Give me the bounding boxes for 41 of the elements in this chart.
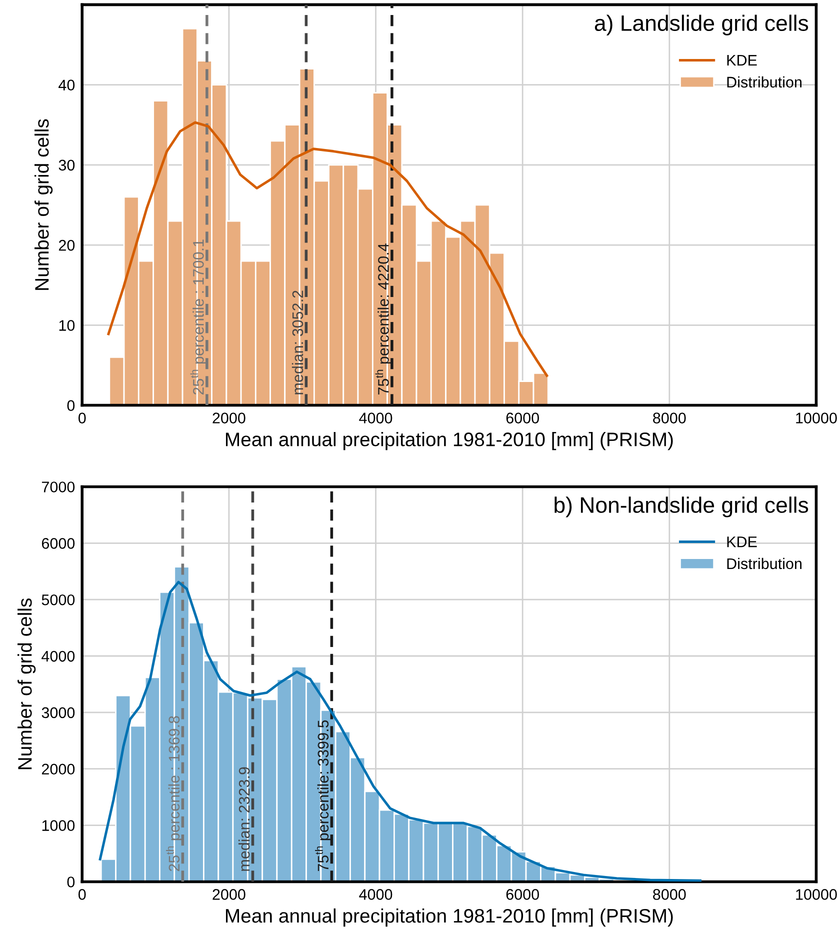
ref-line-label: median: 2323.9 (238, 767, 250, 871)
y-tick-label: 2000 (42, 764, 75, 775)
x-axis-title: Mean annual precipitation 1981-2010 [mm] (PRISM) (226, 908, 673, 927)
y-tick-label: 1000 (42, 820, 75, 831)
x-tick-label: 0 (78, 889, 86, 900)
ref-line-label: 25$^{th}$ percentile : 1700.1 (190, 240, 207, 395)
y-tick-label: 30 (58, 160, 75, 171)
legend-label: Distribution (727, 76, 802, 88)
x-tick-label: 0 (78, 412, 86, 424)
y-tick-label: 3000 (42, 707, 75, 718)
x-tick-label: 10000 (796, 889, 837, 900)
y-tick-label: 0 (67, 876, 75, 888)
x-tick-label: 4000 (359, 889, 392, 900)
y-tick-label: 6000 (42, 538, 75, 549)
x-axis-title: Mean annual precipitation 1981-2010 [mm] (PRISM) (226, 432, 673, 450)
legend-label: Distribution (727, 558, 802, 570)
y-tick-label: 7000 (42, 482, 75, 492)
ref-line-label: median: 3052.2 (292, 290, 304, 394)
chart-title: b) Non-landslide grid cells (554, 496, 808, 518)
y-axis-title: Number of grid cells (34, 119, 53, 290)
x-tick-label: 10000 (796, 412, 837, 424)
x-tick-label: 2000 (212, 412, 246, 424)
x-tick-label: 6000 (506, 889, 539, 900)
y-tick-label: 4000 (42, 650, 75, 662)
ref-line-label: 75$^{th}$ percentile: 3399.5 (315, 720, 332, 872)
chart-title: a) Landslide grid cells (594, 14, 808, 36)
x-tick-label: 8000 (653, 889, 686, 900)
legend-label: KDE (727, 55, 757, 66)
x-tick-label: 4000 (359, 412, 392, 424)
legend-label: KDE (727, 536, 757, 548)
ref-line-label: 25$^{th}$ percentile : 1369.8 (166, 716, 183, 872)
y-tick-label: 5000 (42, 594, 75, 606)
x-tick-label: 2000 (212, 889, 246, 900)
y-axis-title: Number of grid cells (18, 598, 36, 770)
x-tick-label: 8000 (653, 412, 686, 424)
y-tick-label: 10 (59, 320, 75, 331)
y-tick-label: 40 (58, 80, 75, 90)
ref-line-label: 75$^{th}$ percentile: 4220.4 (375, 244, 392, 394)
y-tick-label: 20 (58, 240, 75, 251)
y-tick-label: 0 (67, 400, 75, 411)
x-tick-label: 6000 (506, 412, 539, 424)
